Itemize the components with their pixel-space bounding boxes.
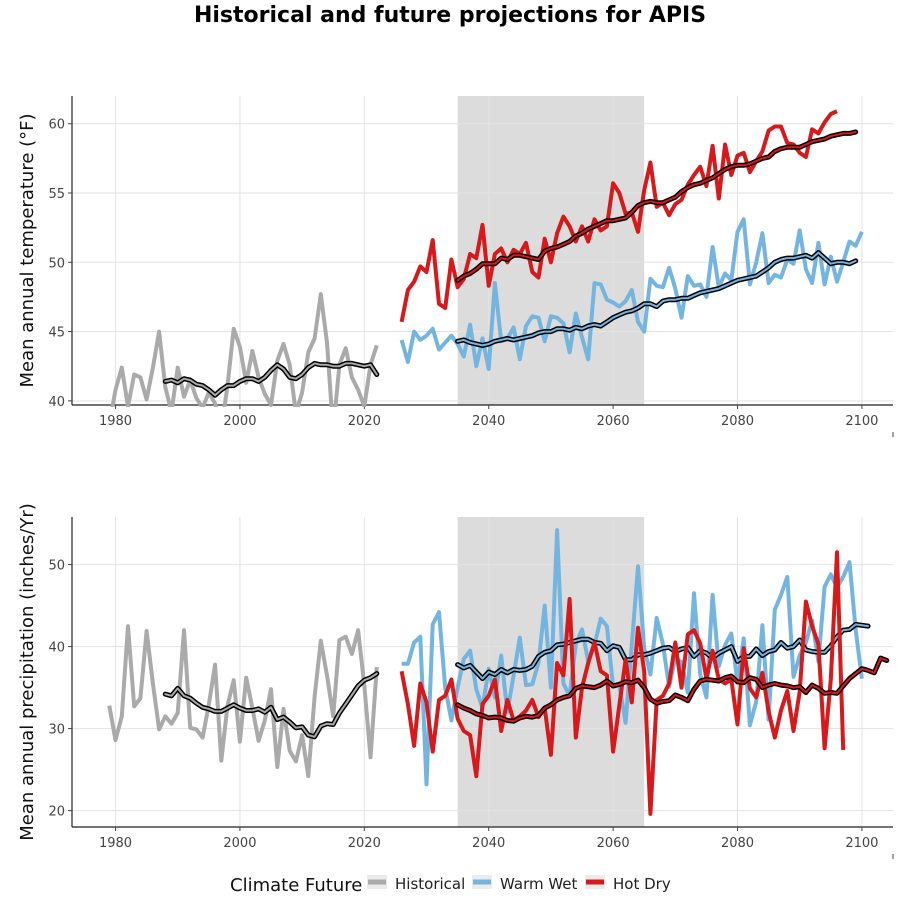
y-axis-title: Mean annual temperature (°F) bbox=[17, 113, 38, 387]
y-tick-label: 45 bbox=[48, 326, 65, 341]
chart-panels: 1980 2000 2020 2040 2060 2080 21004045505560Me… bbox=[17, 96, 894, 859]
series-line-hot-dry-smoothed bbox=[456, 131, 857, 282]
x-tick-label: 2080 bbox=[721, 414, 754, 429]
y-tick-label: 50 bbox=[48, 256, 65, 271]
series-line-hot-dry-smoothed bbox=[456, 657, 888, 723]
y-tick-label: 55 bbox=[48, 187, 65, 202]
x-tick-label: 2060 bbox=[597, 836, 630, 851]
x-tick-label: 2100 bbox=[845, 414, 878, 429]
series-line-historical bbox=[107, 624, 379, 779]
x-tick-label: 2040 bbox=[472, 414, 505, 429]
series-line-historical-smoothed bbox=[164, 362, 378, 397]
x-tick-label: 2080 bbox=[721, 836, 754, 851]
series-line-historical bbox=[110, 292, 379, 407]
x-tick-label: 2040 bbox=[472, 836, 505, 851]
series-line-warm-wet-smoothed bbox=[456, 251, 857, 347]
y-tick-label: 30 bbox=[48, 723, 65, 738]
series-line-warm-wet bbox=[399, 217, 864, 371]
x-tick-label: 2020 bbox=[348, 836, 381, 851]
x-tick-label: 2100 bbox=[845, 836, 878, 851]
y-tick-label: 40 bbox=[48, 641, 65, 656]
x-tick-label: 1980 bbox=[99, 836, 132, 851]
x-tick-label: 2000 bbox=[223, 414, 256, 429]
y-tick-label: 20 bbox=[48, 805, 65, 820]
panel-1: 1980 2000 2020 2040 2060 2080 2100 40 45 50 55 60 Me… bbox=[17, 96, 894, 437]
series-group bbox=[107, 528, 890, 816]
x-tick-label: 1980 bbox=[99, 414, 132, 429]
y-tick-label: 40 bbox=[48, 395, 65, 410]
y-axis-title: Mean annual precipitation (inches/Yr) bbox=[17, 503, 38, 841]
series-group bbox=[110, 109, 864, 407]
series-line-warm-wet bbox=[401, 528, 864, 787]
x-tick-label: 2000 bbox=[223, 836, 256, 851]
series-line-historical-smoothed bbox=[164, 672, 378, 738]
y-tick-label: 50 bbox=[48, 559, 65, 574]
y-tick-label: 60 bbox=[48, 118, 65, 133]
chart-title: Historical and future projections for AP… bbox=[194, 3, 706, 28]
legend: Climate Future Historical Warm Wet Hot Dry bbox=[230, 875, 671, 896]
x-tick-label: 2020 bbox=[348, 414, 381, 429]
series-line-hot-dry bbox=[399, 109, 838, 323]
series-line-warm-wet-smoothed bbox=[456, 623, 870, 680]
legend-title: Climate Future bbox=[230, 875, 362, 896]
legend-label-hot-dry: Hot Dry bbox=[613, 875, 671, 893]
panel-2: 1980 2000 2020 2040 2060 2080 2100 20 30 40 50 Mean… bbox=[17, 503, 894, 859]
x-tick-label: 2060 bbox=[597, 414, 630, 429]
legend-label-historical: Historical bbox=[395, 875, 465, 893]
legend-label-warm-wet: Warm Wet bbox=[500, 875, 578, 893]
